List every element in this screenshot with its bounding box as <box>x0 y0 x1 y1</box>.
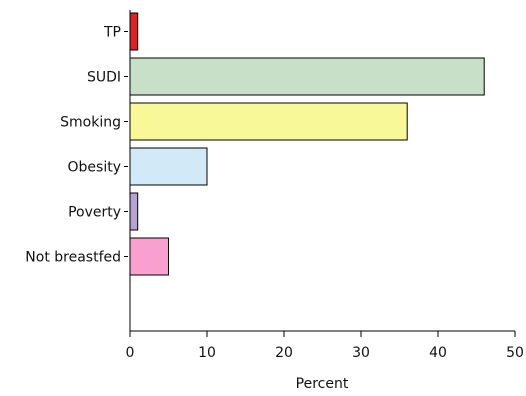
y-tick-label-1: SUDI <box>87 70 121 86</box>
bar-2 <box>129 102 408 141</box>
y-tick-label-3: Obesity <box>68 160 121 176</box>
y-tick-label-4: Poverty <box>68 205 121 221</box>
bar-1 <box>129 57 485 96</box>
x-tick-label-5: 50 <box>506 345 524 361</box>
y-tick-label-5: Not breastfed <box>25 250 121 266</box>
bar-5 <box>129 237 169 276</box>
bar-3 <box>129 147 208 186</box>
bar-0 <box>129 12 139 51</box>
x-tick-label-3: 30 <box>352 345 370 361</box>
x-tick-label-1: 10 <box>198 345 216 361</box>
x-axis-title: Percent <box>296 376 349 392</box>
y-tick-label-0: TP <box>103 25 121 41</box>
x-tick-label-2: 20 <box>275 345 293 361</box>
bar-4 <box>129 192 139 231</box>
x-tick-label-0: 0 <box>126 345 135 361</box>
y-tick-label-2: Smoking <box>60 115 121 131</box>
x-tick-label-4: 40 <box>429 345 447 361</box>
plot-area: TP SUDI Smoking Obesity Poverty Not breastfed… <box>25 10 524 361</box>
